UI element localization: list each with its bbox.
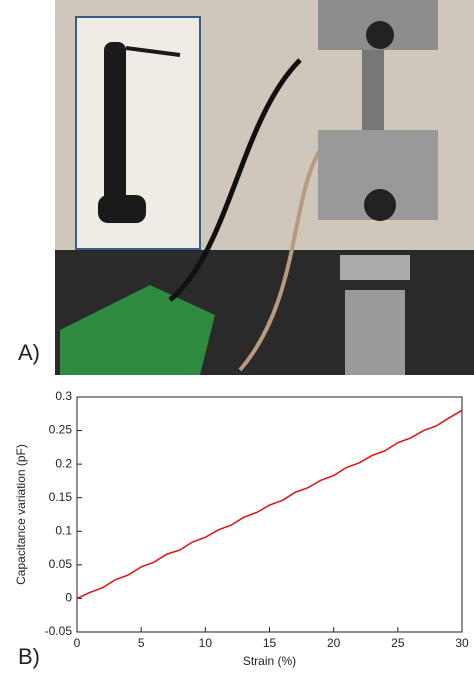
x-tick-label: 0 (74, 636, 81, 650)
y-tick-label: 0.25 (49, 423, 73, 437)
y-tick-label: 0.1 (55, 523, 72, 537)
photo-board (60, 285, 215, 375)
plot-frame (76, 396, 463, 633)
y-tick-label: 0.05 (49, 557, 73, 571)
x-axis-label: Strain (%) (243, 654, 296, 668)
photo-sensor-lead (125, 46, 181, 57)
x-tick-label: 15 (263, 636, 277, 650)
y-tick-label: -0.05 (45, 624, 73, 638)
x-tick-label: 20 (327, 636, 341, 650)
photo-bar (362, 50, 384, 130)
x-tick-label: 25 (391, 636, 405, 650)
photo-cable (238, 148, 322, 372)
photo-knob (364, 189, 396, 221)
y-tick-label: 0.15 (49, 490, 73, 504)
x-tick-label: 30 (455, 636, 469, 650)
data-line (76, 409, 463, 600)
panel-label: A) (18, 340, 40, 365)
y-tick-label: 0 (65, 591, 72, 605)
photo-sensor (104, 42, 126, 212)
y-tick-label: 0.2 (55, 456, 72, 470)
y-tick-label: 0.3 (55, 389, 72, 403)
y-axis-label: Capacitance variation (pF) (14, 444, 28, 585)
x-tick-label: 10 (199, 636, 213, 650)
photo-sensor (98, 195, 146, 223)
photo-knob (366, 21, 394, 49)
photo-part (340, 255, 410, 280)
x-tick-label: 5 (138, 636, 145, 650)
photo-cable (168, 58, 302, 302)
photo (55, 0, 474, 375)
photo-part (345, 290, 405, 375)
panel-label: B) (18, 644, 40, 669)
